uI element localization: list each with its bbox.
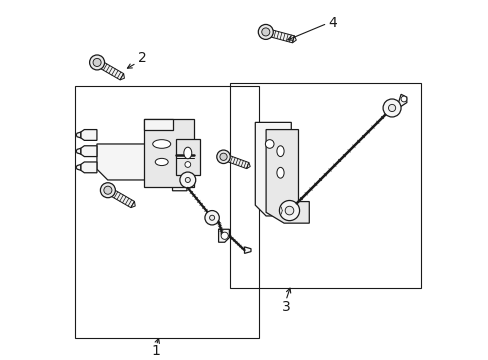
Polygon shape [143, 119, 172, 130]
Circle shape [93, 58, 101, 67]
Ellipse shape [152, 140, 170, 148]
Text: 1: 1 [152, 344, 161, 358]
Circle shape [258, 24, 273, 39]
Polygon shape [81, 130, 97, 140]
Polygon shape [246, 163, 250, 168]
Circle shape [285, 206, 293, 215]
Ellipse shape [183, 147, 191, 159]
Circle shape [382, 99, 400, 117]
Ellipse shape [276, 146, 284, 157]
Polygon shape [76, 132, 81, 138]
Polygon shape [224, 155, 248, 168]
Text: 3: 3 [281, 300, 290, 314]
Polygon shape [97, 144, 194, 191]
Polygon shape [81, 162, 97, 173]
Polygon shape [120, 74, 124, 80]
Polygon shape [76, 165, 81, 170]
Circle shape [89, 55, 104, 70]
Circle shape [180, 172, 195, 188]
Polygon shape [98, 61, 123, 80]
Circle shape [184, 162, 190, 167]
Circle shape [220, 153, 227, 161]
Polygon shape [398, 94, 406, 108]
Polygon shape [131, 201, 135, 208]
Circle shape [400, 96, 406, 102]
Polygon shape [176, 139, 199, 175]
Ellipse shape [155, 158, 168, 166]
Polygon shape [267, 29, 294, 43]
Circle shape [216, 150, 230, 163]
Polygon shape [81, 146, 97, 157]
Ellipse shape [276, 167, 284, 178]
Polygon shape [76, 148, 81, 154]
Circle shape [204, 211, 219, 225]
Circle shape [265, 140, 273, 148]
Circle shape [209, 215, 214, 220]
Bar [230, 83, 420, 288]
Polygon shape [108, 189, 134, 208]
Polygon shape [244, 247, 250, 253]
Circle shape [279, 201, 299, 221]
Circle shape [185, 177, 190, 183]
Circle shape [100, 183, 115, 198]
Text: 2: 2 [137, 51, 146, 64]
Polygon shape [218, 229, 229, 242]
Text: 4: 4 [327, 17, 336, 30]
Polygon shape [255, 122, 291, 216]
Polygon shape [143, 119, 194, 187]
Circle shape [221, 232, 228, 239]
Circle shape [387, 104, 395, 112]
Polygon shape [292, 36, 296, 43]
Circle shape [261, 28, 269, 36]
Bar [75, 86, 258, 338]
Circle shape [103, 186, 112, 194]
Polygon shape [265, 130, 308, 223]
